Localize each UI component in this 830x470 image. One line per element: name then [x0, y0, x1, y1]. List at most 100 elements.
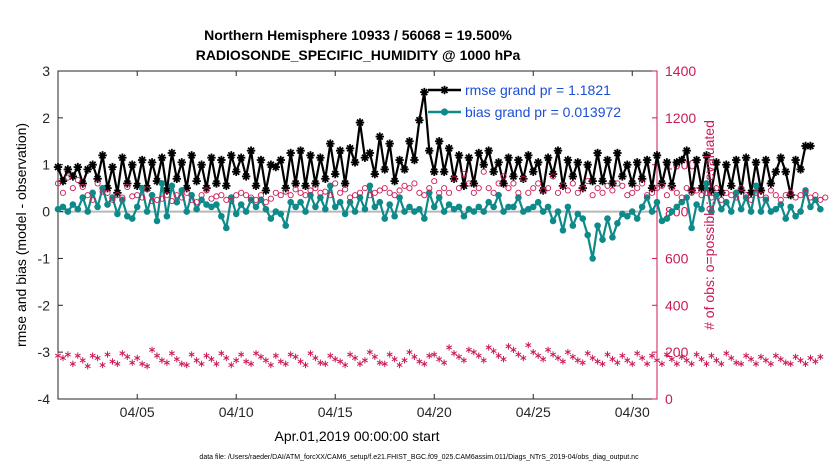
rmse-point	[504, 153, 513, 162]
possible-obs-point	[163, 192, 170, 199]
star-center	[442, 88, 447, 92]
possible-obs-point	[89, 196, 96, 203]
star-center	[650, 186, 654, 190]
possible-obs-point	[733, 194, 740, 201]
evaluated-obs-point	[233, 357, 240, 364]
bias-point	[366, 182, 374, 190]
possible-obs-point	[421, 192, 428, 199]
bias-point	[381, 215, 389, 222]
evaluated-obs-point	[733, 359, 740, 366]
star-center	[417, 118, 422, 122]
star-center	[635, 160, 639, 165]
possible-obs-point	[139, 194, 146, 201]
star-center	[234, 169, 239, 174]
rmse-point	[251, 181, 261, 190]
possible-obs-point	[480, 168, 487, 175]
evaluated-obs-point	[490, 347, 497, 355]
bias-point	[648, 208, 656, 215]
asterisk-stroke	[421, 361, 428, 366]
star-center	[432, 169, 437, 174]
possible-obs-point	[817, 196, 824, 203]
rmse-point	[241, 172, 251, 181]
possible-obs-point	[203, 187, 210, 194]
star-center	[110, 165, 115, 169]
possible-obs-point	[262, 199, 269, 206]
star-center	[76, 165, 80, 169]
rmse-point	[618, 172, 627, 181]
possible-obs-point	[272, 189, 279, 196]
asterisk-stroke	[772, 353, 779, 358]
asterisk-stroke	[564, 350, 571, 355]
bias-point	[302, 208, 309, 215]
evaluated-obs-point	[554, 354, 562, 362]
evaluated-obs-point	[772, 352, 779, 359]
possible-obs-point	[738, 185, 745, 192]
evaluated-obs-point	[559, 358, 566, 365]
evaluated-obs-point	[594, 358, 601, 365]
possible-obs-point	[460, 171, 467, 178]
possible-obs-point	[688, 189, 695, 196]
asterisk-stroke	[312, 355, 319, 361]
evaluated-obs-point	[282, 360, 289, 368]
asterisk-stroke	[658, 361, 665, 366]
rmse-point	[434, 137, 444, 146]
asterisk-stroke	[342, 362, 349, 368]
asterisk-stroke	[252, 351, 260, 356]
evaluated-obs-point	[485, 344, 492, 351]
bias-point	[549, 217, 557, 225]
star-center	[343, 181, 347, 186]
star-center	[699, 186, 704, 190]
star-center	[571, 174, 575, 179]
rmse-point	[375, 132, 384, 141]
possible-obs-point	[624, 192, 631, 199]
asterisk-stroke	[139, 361, 146, 366]
possible-obs-point	[450, 175, 458, 182]
bias-point	[460, 212, 468, 220]
bias-point	[317, 194, 324, 201]
bias-point	[59, 203, 67, 211]
bias-point	[257, 196, 265, 204]
bias-point	[143, 208, 151, 215]
rmse-point	[167, 148, 177, 158]
possible-obs-point	[584, 178, 591, 185]
asterisk-stroke	[663, 352, 670, 357]
possible-obs-point	[168, 197, 175, 205]
bias-point	[168, 182, 176, 190]
possible-obs-point	[743, 192, 750, 199]
possible-obs-point	[718, 196, 725, 203]
evaluated-obs-point	[356, 360, 363, 368]
rmse-point	[499, 179, 508, 188]
asterisk-stroke	[817, 354, 824, 359]
asterisk-stroke	[535, 353, 542, 358]
y-right-tick-label: 400	[665, 297, 689, 313]
asterisk-stroke	[649, 353, 656, 358]
evaluated-obs-point	[426, 352, 433, 359]
star-center	[561, 184, 565, 188]
star-center	[392, 179, 397, 183]
rmse-point	[464, 153, 474, 162]
evaluated-obs-point	[322, 360, 329, 368]
rmse-point	[593, 148, 602, 158]
possible-obs-point	[114, 192, 121, 199]
bias-point	[79, 194, 87, 201]
evaluated-obs-point	[173, 355, 180, 363]
bias-point	[807, 203, 814, 211]
bias-point	[782, 215, 790, 222]
possible-obs-point	[401, 182, 408, 189]
evaluated-obs-point	[347, 351, 354, 358]
rmse-point	[732, 155, 741, 165]
asterisk-stroke	[748, 357, 755, 362]
asterisk-stroke	[550, 352, 557, 357]
evaluated-obs-point	[74, 352, 81, 359]
rmse-point	[494, 158, 503, 167]
possible-obs-point	[79, 183, 86, 191]
asterisk-stroke	[119, 351, 126, 356]
asterisk-stroke	[297, 359, 304, 364]
evaluated-obs-point	[698, 355, 705, 363]
star-center	[100, 153, 105, 158]
asterisk-stroke	[594, 359, 601, 364]
evaluated-obs-point	[500, 355, 507, 363]
y-right-tick-label: 0	[665, 391, 673, 407]
possible-obs-point	[777, 196, 784, 203]
star-center	[244, 174, 248, 179]
